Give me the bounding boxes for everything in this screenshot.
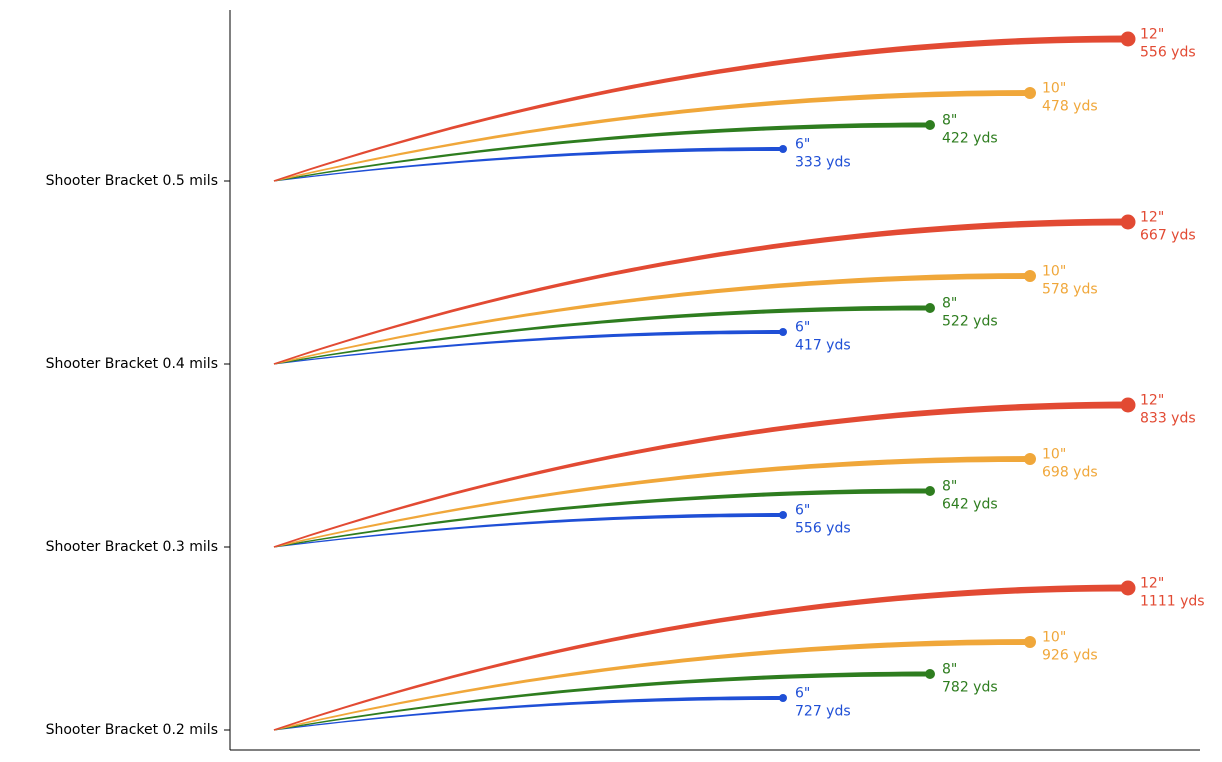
trajectory-end-dot: [1024, 453, 1036, 465]
trajectory-end-dot: [779, 694, 787, 702]
curve-size-label: 10": [1042, 447, 1066, 463]
trajectory-end-dot: [1121, 581, 1136, 596]
curve-yards-label: 556 yds: [1140, 45, 1196, 61]
curve-yards-label: 422 yds: [942, 131, 998, 147]
curve-yards-label: 833 yds: [1140, 411, 1196, 427]
trajectory-end-dot: [1121, 32, 1136, 47]
trajectory-end-dot: [779, 145, 787, 153]
trajectory-end-dot: [1024, 270, 1036, 282]
curve-size-label: 6": [795, 320, 810, 336]
curve-yards-label: 478 yds: [1042, 99, 1098, 115]
curve-size-label: 8": [942, 113, 957, 129]
trajectory-end-dot: [1024, 87, 1036, 99]
curve-yards-label: 522 yds: [942, 314, 998, 330]
curve-size-label: 6": [795, 686, 810, 702]
curve-yards-label: 782 yds: [942, 680, 998, 696]
y-tick-label: Shooter Bracket 0.3 mils: [46, 539, 218, 555]
curve-size-label: 10": [1042, 630, 1066, 646]
curve-yards-label: 556 yds: [795, 521, 851, 537]
curve-yards-label: 727 yds: [795, 704, 851, 720]
trajectory-end-dot: [779, 511, 787, 519]
trajectory-end-dot: [1121, 398, 1136, 413]
trajectory-end-dot: [1121, 215, 1136, 230]
trajectory-end-dot: [925, 486, 935, 496]
curve-yards-label: 698 yds: [1042, 465, 1098, 481]
trajectory-end-dot: [925, 303, 935, 313]
curve-yards-label: 417 yds: [795, 338, 851, 354]
curve-yards-label: 578 yds: [1042, 282, 1098, 298]
curve-size-label: 6": [795, 503, 810, 519]
curve-yards-label: 642 yds: [942, 497, 998, 513]
curve-size-label: 12": [1140, 393, 1164, 409]
trajectory-end-dot: [925, 669, 935, 679]
curve-yards-label: 667 yds: [1140, 228, 1196, 244]
curve-size-label: 12": [1140, 576, 1164, 592]
curve-size-label: 10": [1042, 264, 1066, 280]
trajectory-end-dot: [925, 120, 935, 130]
trajectory-end-dot: [779, 328, 787, 336]
y-tick-label: Shooter Bracket 0.5 mils: [46, 173, 218, 189]
curve-size-label: 6": [795, 137, 810, 153]
curve-size-label: 12": [1140, 27, 1164, 43]
trajectory-end-dot: [1024, 636, 1036, 648]
curve-yards-label: 926 yds: [1042, 648, 1098, 664]
curve-size-label: 8": [942, 479, 957, 495]
curve-size-label: 8": [942, 662, 957, 678]
curve-size-label: 12": [1140, 210, 1164, 226]
curve-yards-label: 333 yds: [795, 155, 851, 171]
curve-yards-label: 1111 yds: [1140, 594, 1205, 610]
y-tick-label: Shooter Bracket 0.2 mils: [46, 722, 218, 738]
y-tick-label: Shooter Bracket 0.4 mils: [46, 356, 218, 372]
shooter-bracket-chart: Shooter Bracket 0.5 mils 6" 333 yds 8" 422 y…: [0, 0, 1222, 762]
curve-size-label: 8": [942, 296, 957, 312]
curve-size-label: 10": [1042, 81, 1066, 97]
